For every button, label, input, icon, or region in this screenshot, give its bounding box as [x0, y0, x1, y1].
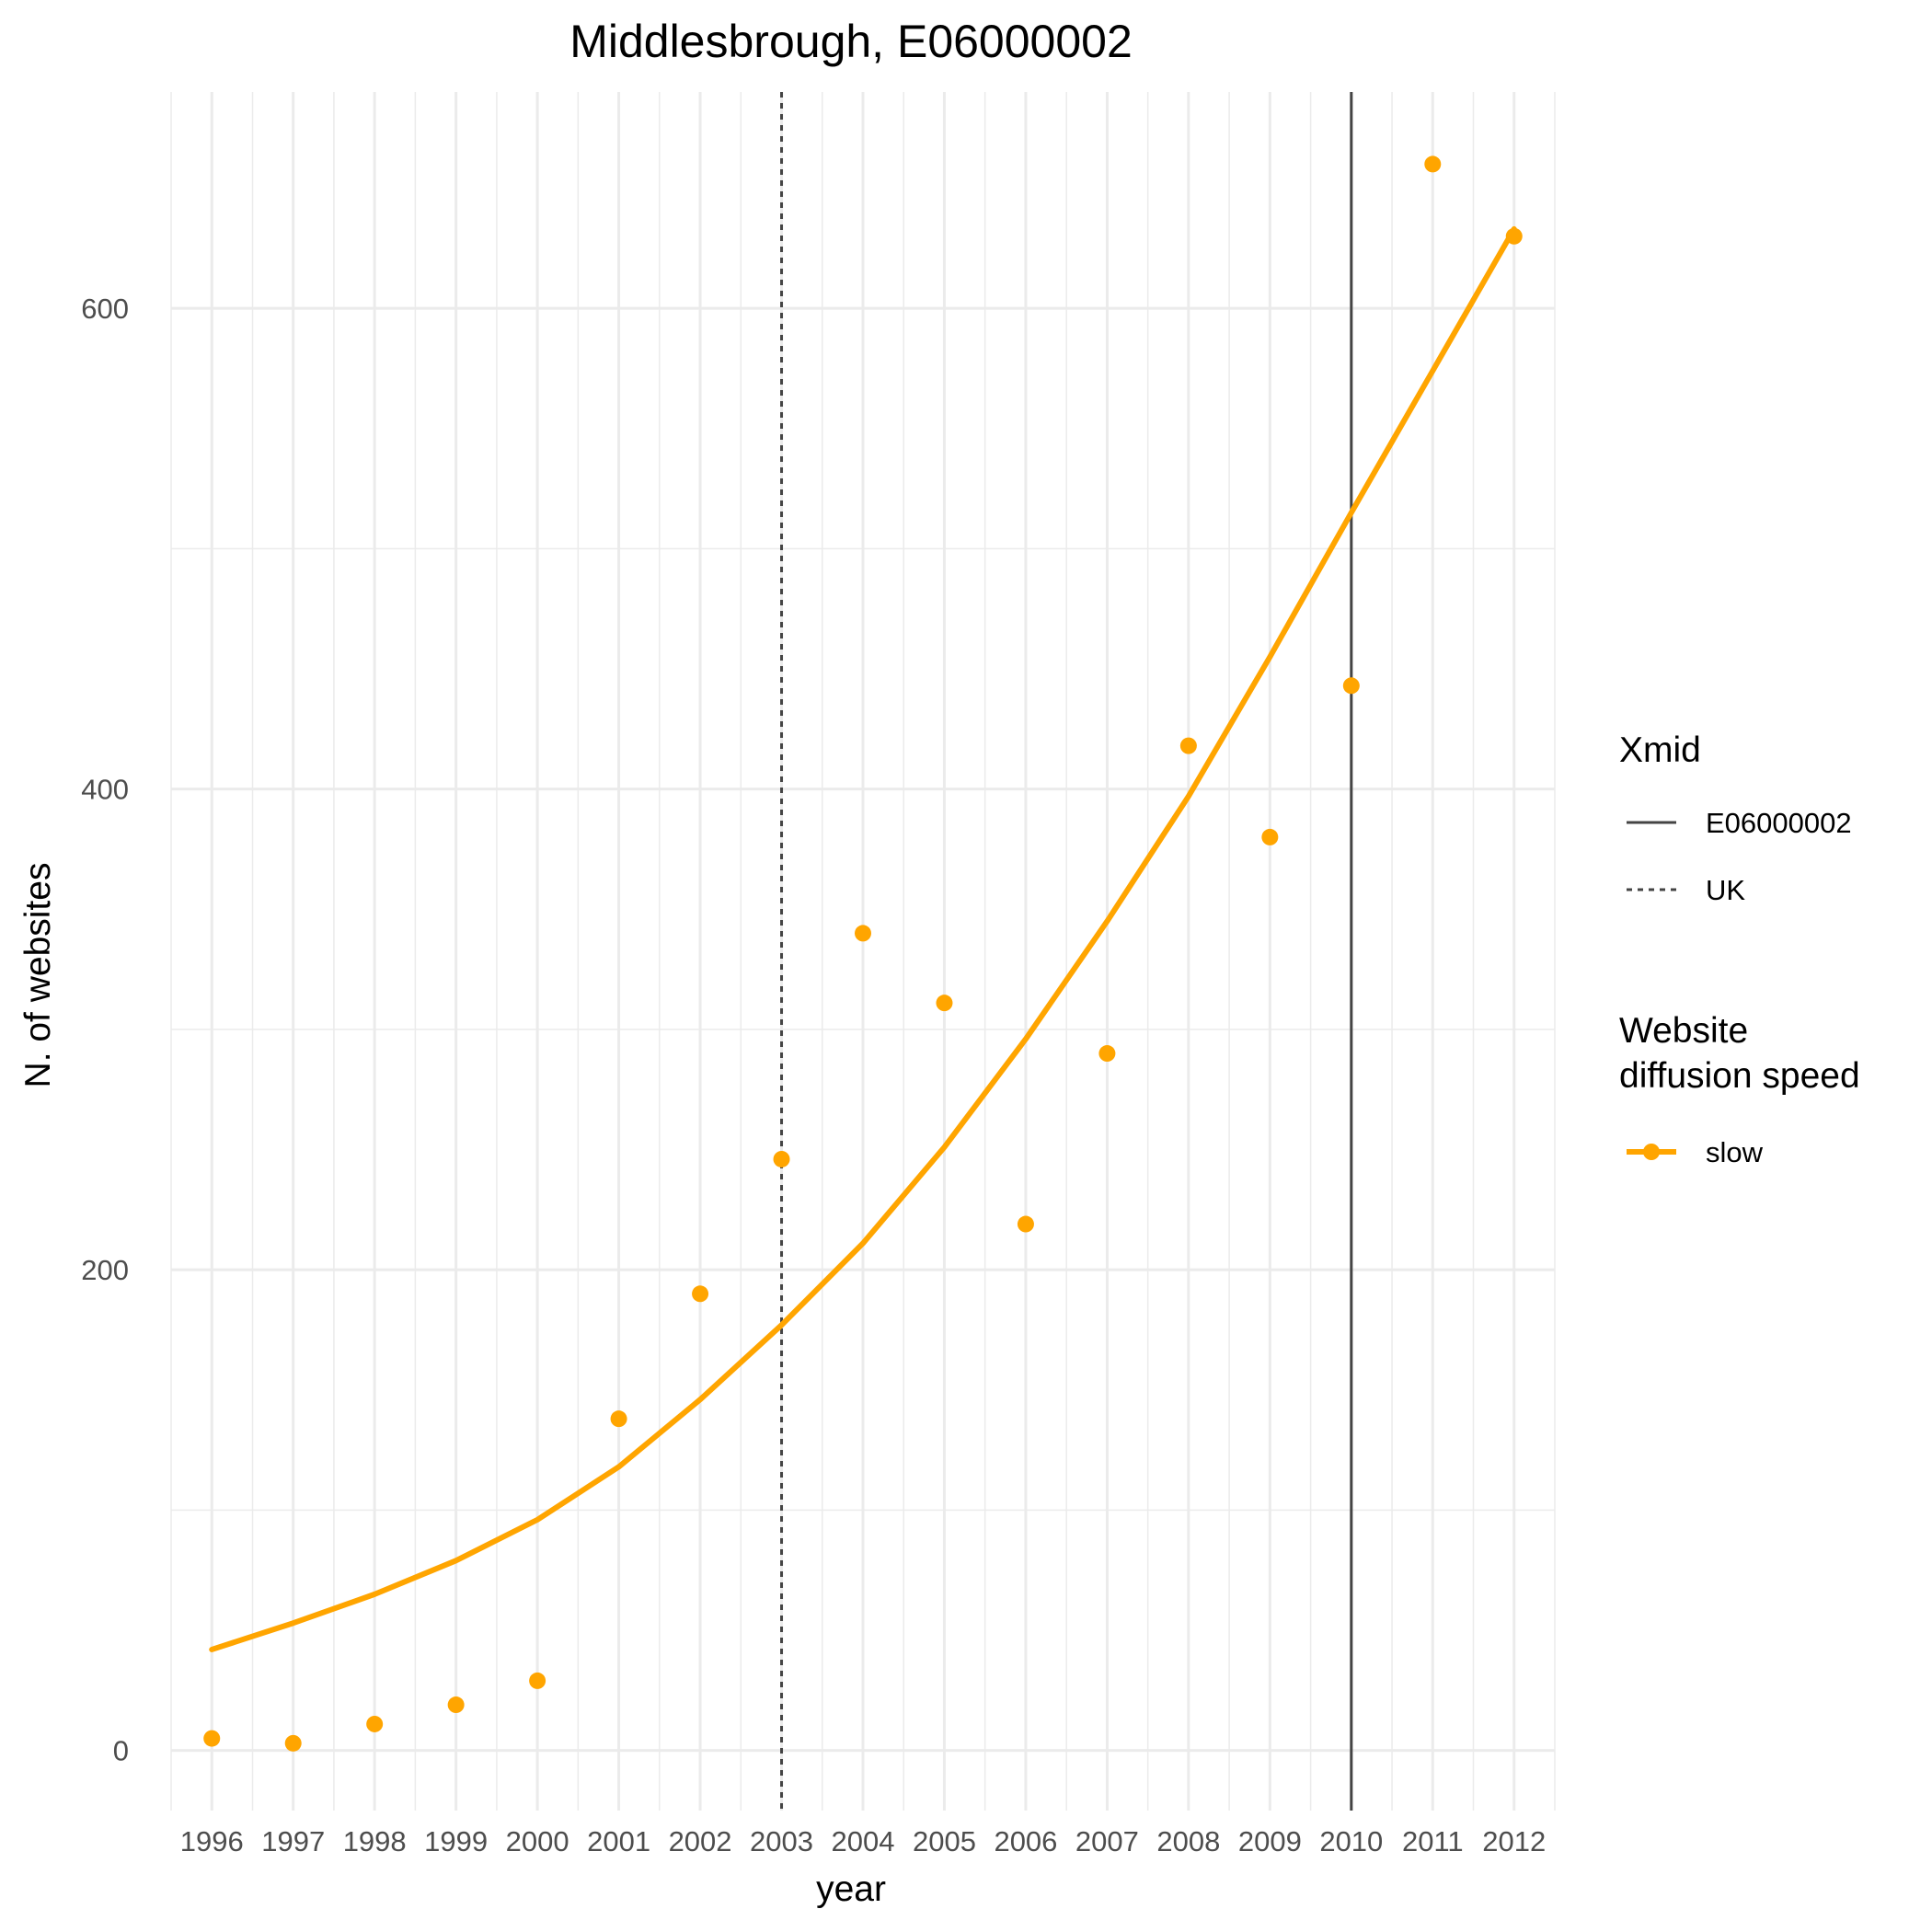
major-gridlines: [171, 92, 1555, 1811]
y-tick-label: 0: [113, 1735, 129, 1767]
x-tick-label: 1999: [424, 1825, 488, 1857]
data-point: [1098, 1045, 1116, 1063]
data-point: [1342, 677, 1360, 695]
y-tick-labels: 0 200 400 600: [81, 293, 129, 1767]
legend-label-slow: slow: [1706, 1136, 1764, 1168]
minor-gridlines: [170, 92, 1556, 1811]
data-point: [692, 1285, 709, 1303]
x-tick-label: 2000: [506, 1825, 569, 1857]
data-point: [1261, 828, 1279, 845]
fitted-line-slow: [209, 225, 1517, 1652]
fitted-curve: [209, 225, 1517, 1652]
data-point: [1017, 1215, 1034, 1233]
x-tick-label: 2004: [832, 1825, 895, 1857]
data-point: [447, 1696, 465, 1714]
data-point: [773, 1150, 790, 1167]
legend-label-uk: UK: [1706, 874, 1745, 906]
data-point: [284, 1734, 302, 1752]
x-tick-label: 2005: [913, 1825, 976, 1857]
x-tick-label: 1998: [343, 1825, 407, 1857]
x-tick-label: 2003: [750, 1825, 813, 1857]
data-point: [529, 1672, 546, 1689]
data-point: [1424, 155, 1442, 173]
data-point: [1179, 737, 1197, 754]
data-point: [936, 995, 953, 1012]
y-tick-label: 600: [81, 293, 129, 325]
observed-points: [203, 155, 1523, 1752]
legend-title-speed-line1: Website: [1619, 1011, 1748, 1051]
legend-label-e06000002: E06000002: [1706, 807, 1852, 839]
x-tick-label: 1996: [180, 1825, 244, 1857]
x-tick-label: 2008: [1156, 1825, 1220, 1857]
x-tick-label: 2012: [1482, 1825, 1546, 1857]
data-point: [1505, 227, 1523, 245]
data-point: [203, 1730, 221, 1747]
x-tick-labels: 1996 1997 1998 1999 2000 2001 2002 2003 2004 2005…: [180, 1825, 1546, 1857]
x-tick-label: 2009: [1238, 1825, 1302, 1857]
legend-title-speed-line2: diffusion speed: [1619, 1056, 1860, 1096]
x-tick-label: 2002: [669, 1825, 732, 1857]
chart-title: Middlesbrough, E06000002: [569, 16, 1133, 67]
y-tick-label: 400: [81, 774, 129, 806]
x-tick-label: 1997: [261, 1825, 325, 1857]
legend: Xmid E06000002 UK Website diffusion spee…: [1619, 730, 1860, 1168]
x-tick-label: 2011: [1402, 1825, 1464, 1857]
x-tick-label: 2007: [1075, 1825, 1139, 1857]
data-point: [610, 1410, 627, 1428]
y-tick-label: 200: [81, 1254, 129, 1286]
reference-lines: [780, 92, 1353, 1811]
y-axis-title: N. of websites: [18, 863, 58, 1088]
data-point: [366, 1715, 384, 1732]
legend-key-slow-point: [1643, 1144, 1660, 1160]
x-tick-label: 2010: [1319, 1825, 1383, 1857]
legend-title-xmid: Xmid: [1619, 730, 1701, 770]
x-tick-label: 2001: [587, 1825, 650, 1857]
data-point: [855, 925, 871, 942]
x-tick-label: 2006: [994, 1825, 1057, 1857]
x-axis-title: year: [816, 1869, 886, 1909]
